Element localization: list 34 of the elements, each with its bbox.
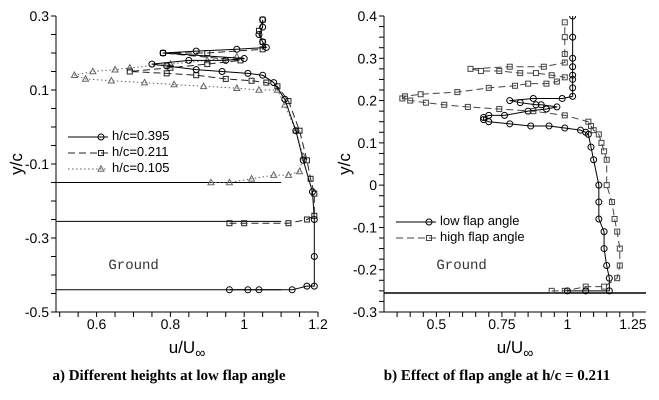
y-tick-label: 0.3 (30, 8, 50, 24)
x-tick-label: 0.5 (426, 316, 446, 332)
y-tick-label: 0 (369, 177, 378, 194)
x-tick-label: 0.6 (86, 316, 107, 332)
y-axis-title: y/c (335, 152, 355, 177)
y-axis-title: y/c (7, 152, 26, 177)
text: b) Effect of flap angle at h/c = 0.211 (382, 368, 612, 385)
x-axis-title: u/U$_{∞}$ (168, 338, 206, 362)
x-tick-label: 1.25 (619, 316, 647, 332)
y-tick-label: -0.1 (352, 219, 378, 236)
legend-label: high flap angle (440, 229, 525, 244)
y-tick-label: 0.3 (358, 50, 378, 66)
legend-label: h/c=0.395 (112, 128, 170, 143)
x-tick-label: 1.2 (308, 316, 328, 332)
x-tick-label: 1 (564, 316, 572, 332)
y-tick-label: 0.2 (358, 92, 378, 109)
y-tick-label: 0.4 (358, 8, 378, 24)
x-tick-label: 0.75 (488, 316, 516, 332)
text: a) Different heights at low flap angle (51, 368, 287, 385)
y-tick-label: -0.1 (24, 156, 50, 172)
y-tick-label: -0.2 (352, 262, 378, 278)
y-tick-label: -0.3 (24, 230, 50, 246)
legend-label: h/c=0.211 (112, 144, 169, 159)
y-tick-label: -0.5 (24, 304, 50, 320)
x-tick-label: 1 (240, 316, 248, 332)
x-axis-title: u/U$_{∞}$ (496, 338, 534, 362)
x-tick-label: 0.8 (160, 316, 180, 332)
annotation: Ground (108, 258, 159, 274)
y-tick-label: 0.1 (30, 82, 50, 98)
annotation: Ground (436, 258, 487, 274)
y-tick-label: 0.1 (358, 134, 378, 151)
legend-label: h/c=0.105 (112, 160, 170, 175)
y-tick-label: -0.3 (352, 304, 378, 320)
legend-label: low flap angle (440, 213, 520, 228)
